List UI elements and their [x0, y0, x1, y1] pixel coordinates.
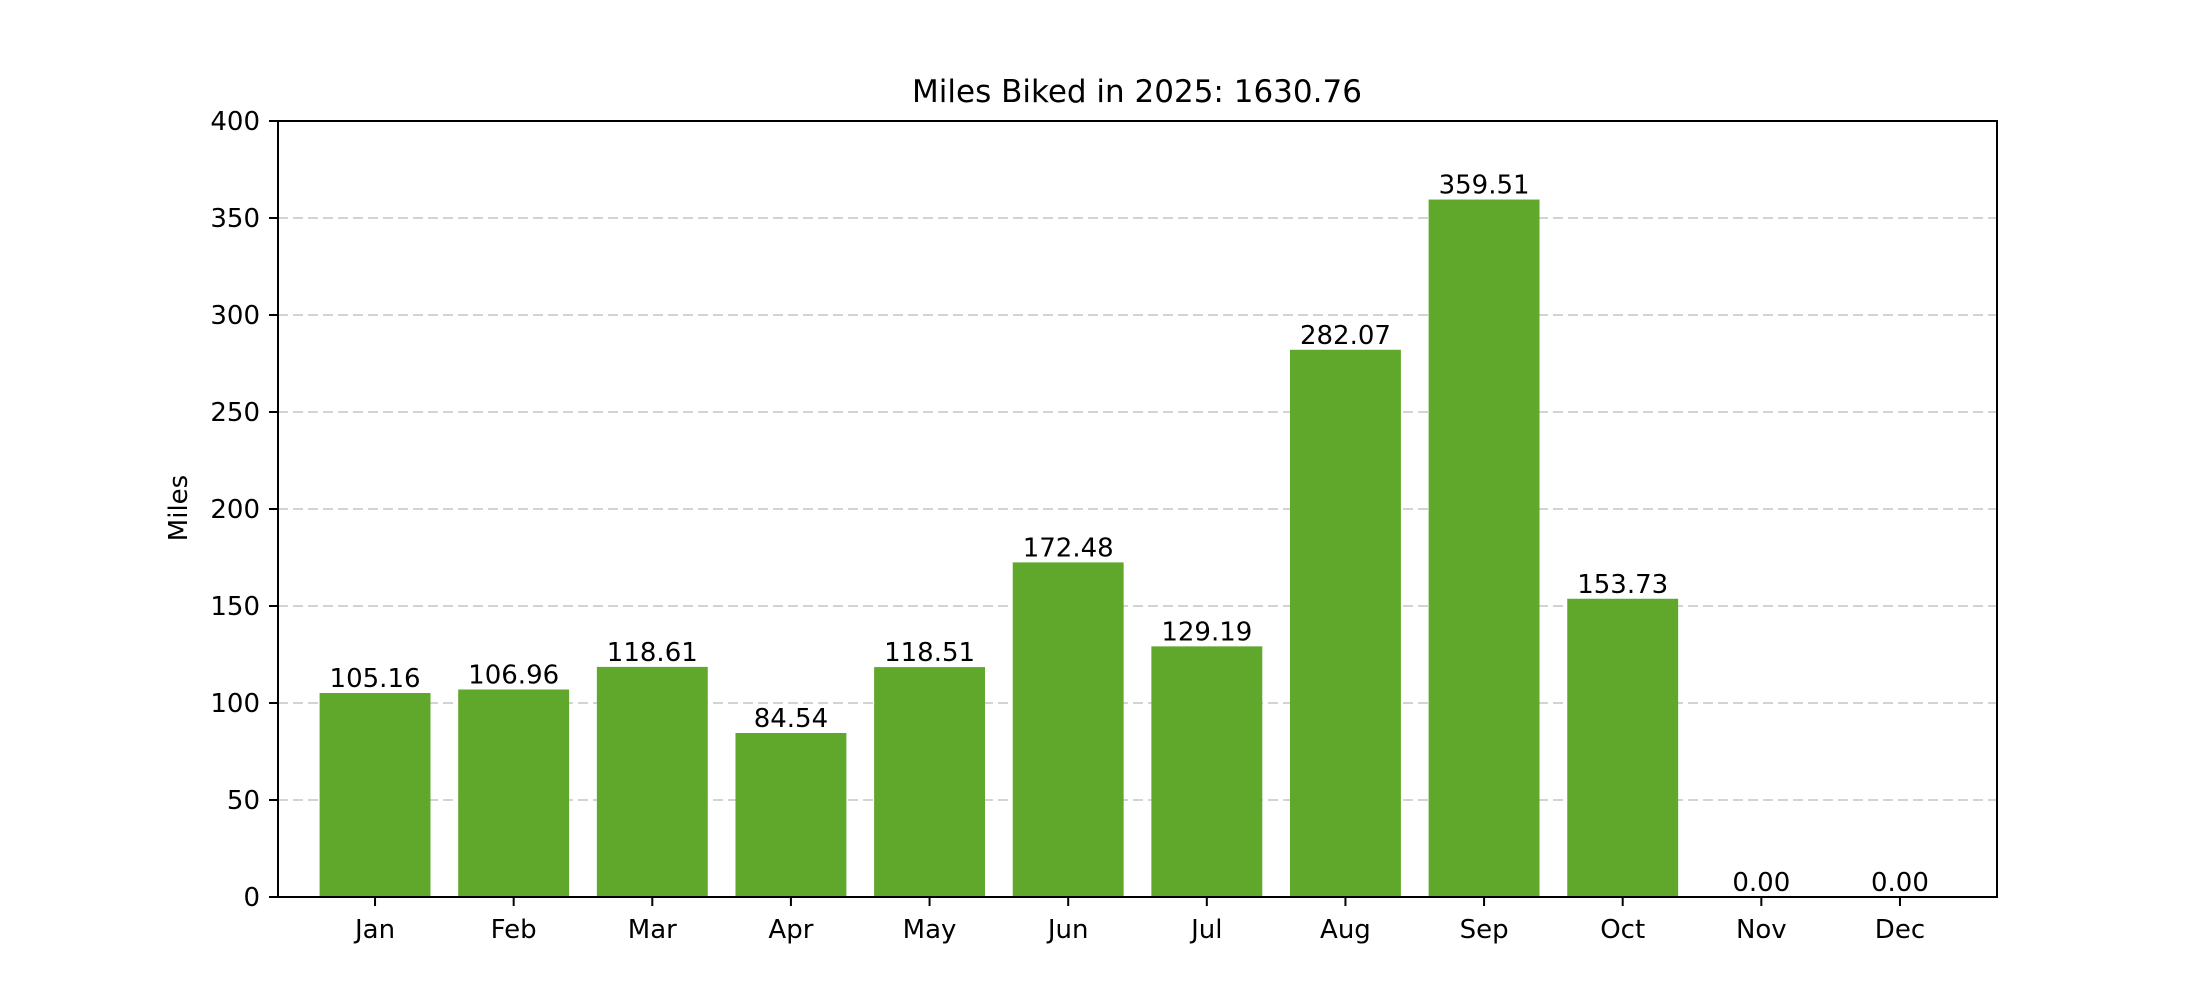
- x-tick-label: Mar: [628, 915, 677, 945]
- y-tick-label: 150: [210, 592, 260, 622]
- bar-value-label: 129.19: [1161, 617, 1252, 647]
- bar-value-label: 84.54: [754, 704, 828, 734]
- bar-value-label: 0.00: [1871, 868, 1929, 898]
- bars: [319, 199, 1679, 898]
- x-tick-label: Feb: [491, 915, 537, 945]
- bar-mar: [596, 666, 708, 897]
- x-tick-label: Jul: [1189, 915, 1222, 945]
- y-tick-label: 100: [210, 689, 260, 719]
- bar-value-label: 105.16: [330, 664, 421, 694]
- bar-may: [874, 667, 986, 897]
- bar-jul: [1151, 646, 1263, 897]
- x-tick-label: Oct: [1600, 915, 1645, 945]
- bar-value-label: 282.07: [1300, 321, 1391, 351]
- y-tick-label: 250: [210, 398, 260, 428]
- chart-title: Miles Biked in 2025: 1630.76: [912, 74, 1362, 110]
- bar-jan: [319, 692, 431, 897]
- x-tick-label: Jan: [353, 915, 395, 945]
- x-tick-label: Jun: [1046, 915, 1089, 945]
- y-tick-label: 400: [210, 107, 260, 137]
- bar-sep: [1428, 199, 1540, 897]
- x-tick-label: Aug: [1320, 915, 1371, 945]
- x-tick-label: Nov: [1736, 915, 1787, 945]
- bar-value-label: 172.48: [1023, 533, 1114, 563]
- x-tick-label: May: [903, 915, 957, 945]
- bar-value-label: 118.61: [607, 638, 698, 668]
- x-tick-label: Sep: [1460, 915, 1509, 945]
- y-tick-label: 0: [243, 883, 260, 913]
- y-tick-label: 350: [210, 204, 260, 234]
- bar-value-label: 106.96: [468, 660, 559, 690]
- y-axis-ticks: 0 50 100 150 200 250 300 350 400: [210, 107, 278, 913]
- bar-value-label: 153.73: [1577, 570, 1668, 600]
- bar-value-label: 0.00: [1732, 868, 1790, 898]
- bar-apr: [735, 732, 847, 897]
- bar-aug: [1289, 349, 1401, 898]
- bar-value-label: 118.51: [884, 638, 975, 668]
- y-tick-label: 300: [210, 301, 260, 331]
- bar-value-labels: 105.16 106.96 118.61 84.54 118.51 172.48 129.1…: [330, 171, 1929, 898]
- bar-feb: [458, 689, 570, 897]
- y-tick-label: 50: [227, 786, 260, 816]
- bar-oct: [1567, 598, 1679, 897]
- x-axis-ticks: Jan Feb Mar Apr May Jun Jul Aug Sep Oct Nov Dec: [353, 897, 1925, 945]
- x-tick-label: Apr: [768, 915, 813, 945]
- bar-value-label: 359.51: [1439, 171, 1530, 201]
- x-tick-label: Dec: [1875, 915, 1925, 945]
- y-tick-label: 200: [210, 495, 260, 525]
- bar-jun: [1012, 562, 1124, 897]
- y-axis-label: Miles: [164, 475, 194, 541]
